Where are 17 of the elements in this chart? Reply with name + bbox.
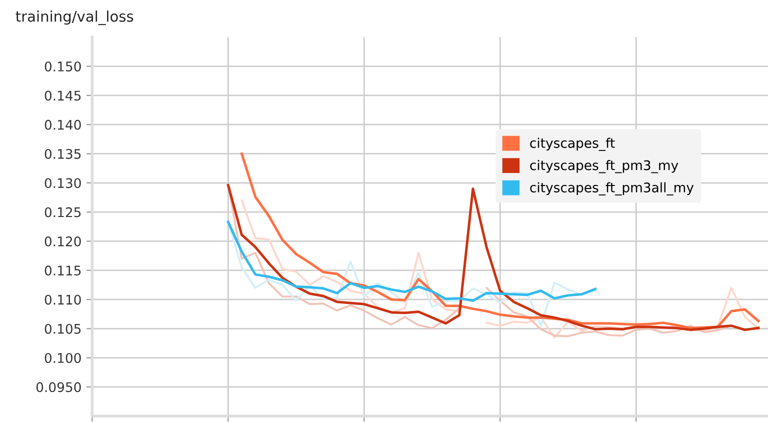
- line-series: [226, 220, 597, 302]
- y-tick-label: 0.135: [44, 148, 81, 159]
- y-tick-label: 0.120: [44, 236, 81, 246]
- y-tick-label: 0.150: [44, 62, 81, 72]
- y-tick-label: 0.125: [44, 207, 81, 218]
- y-tick-label: 0.140: [44, 120, 81, 130]
- y-tick-label: 0.145: [44, 90, 81, 101]
- y-tick-label: 0.100: [44, 353, 81, 363]
- y-tick-label: 0.115: [44, 266, 81, 276]
- y-tick-label: 0.130: [44, 178, 81, 188]
- y-tick-label: 0.105: [44, 324, 81, 334]
- legend-label: cityscapes_ft_pm3all_my: [530, 182, 694, 196]
- legend-label: cityscapes_ft: [530, 138, 615, 151]
- chart-title: training/val_loss: [16, 10, 134, 26]
- legend-label: cityscapes_ft_pm3_my: [530, 160, 678, 174]
- y-tick-label: 0.0950: [36, 382, 81, 392]
- y-tick-label: 0.110: [44, 294, 81, 305]
